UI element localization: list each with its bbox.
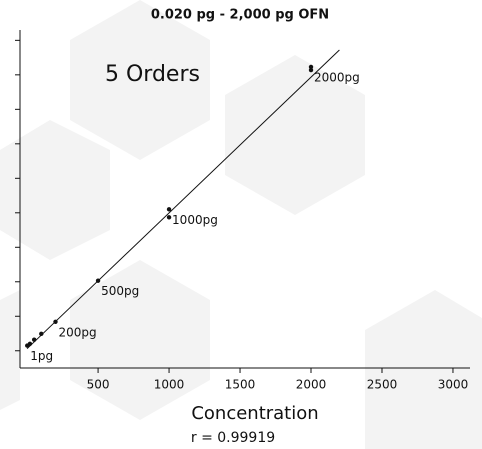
data-point (166, 207, 172, 212)
data-label: 500pg (101, 284, 139, 298)
data-label: 2000pg (314, 70, 360, 84)
data-label: 1pg (30, 349, 53, 363)
data-point (27, 341, 33, 347)
x-tick-label: 1000 (154, 378, 185, 392)
data-point (39, 331, 44, 337)
hexagon (365, 290, 482, 449)
data-point (53, 319, 58, 324)
data-point (95, 278, 101, 283)
data-point (166, 215, 172, 220)
chart-title: 0.020 pg - 2,000 pg OFN (151, 8, 329, 23)
hexagon (70, 0, 210, 160)
x-tick-label: 2000 (296, 378, 327, 392)
hexagon (70, 260, 210, 420)
subtitle: r = 0.99919 (191, 430, 275, 446)
data-label: 1000pg (172, 213, 218, 227)
x-tick-label: 1500 (225, 378, 256, 392)
x-tick-label: 3000 (438, 378, 469, 392)
data-point (31, 337, 37, 342)
fit-line (26, 49, 340, 350)
hexagon (225, 55, 365, 215)
data-point (308, 64, 314, 70)
hexagon (0, 290, 20, 410)
data-label: 200pg (58, 325, 96, 339)
data-point (308, 67, 314, 73)
annotation: 5 Orders (105, 62, 200, 87)
x-tick-label: 2500 (367, 378, 398, 392)
hexagon (0, 120, 110, 260)
x-axis-label: Concentration (191, 403, 318, 424)
x-tick-label: 500 (87, 378, 110, 392)
